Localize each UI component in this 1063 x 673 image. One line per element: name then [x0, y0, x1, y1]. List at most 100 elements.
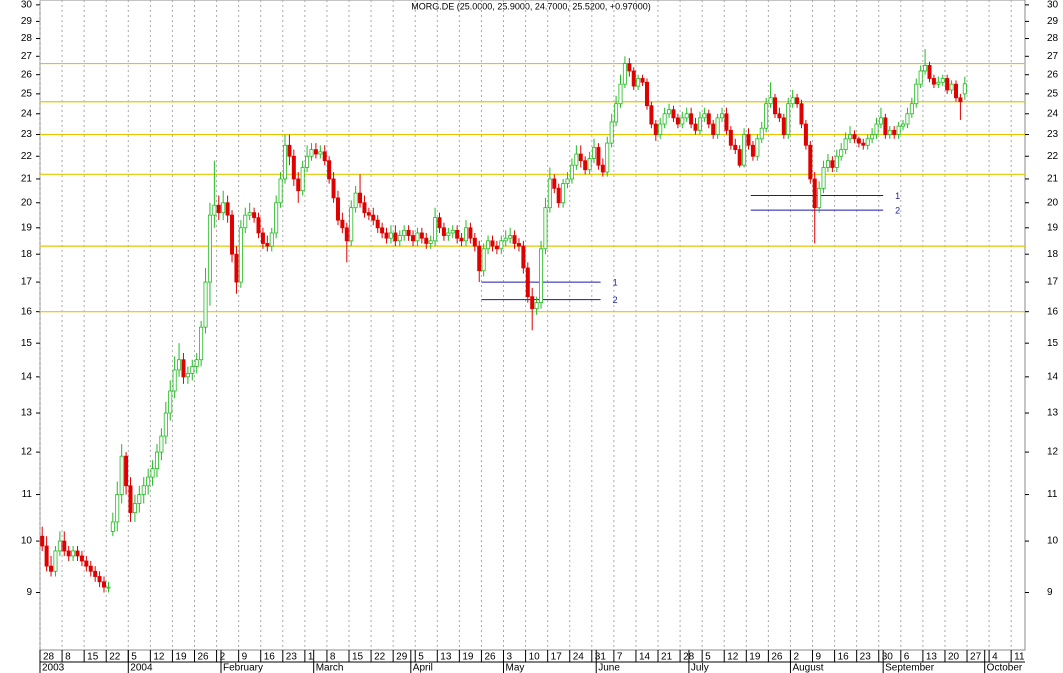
candle-body: [592, 147, 597, 159]
candle-body: [839, 149, 844, 157]
candle-body: [543, 207, 548, 250]
y-tick-label: 15: [21, 338, 33, 349]
y-tick-label-right: 16: [1047, 306, 1059, 317]
candle-body: [901, 123, 906, 127]
candle-body: [397, 235, 402, 242]
candle-body: [468, 227, 473, 239]
month-label: July: [691, 663, 709, 673]
candle-body: [927, 65, 932, 79]
x-tick-label: 16: [264, 652, 276, 663]
x-tick-label: 9: [816, 652, 822, 663]
candle-body: [773, 97, 778, 115]
candle-body: [499, 240, 504, 250]
candle-body: [371, 214, 376, 221]
candle-body: [362, 202, 367, 214]
candle-body: [578, 153, 583, 162]
x-tick-label: 19: [175, 652, 187, 663]
x-tick-label: 4: [992, 652, 998, 663]
candle-body: [177, 359, 182, 371]
candle-body: [614, 103, 619, 123]
candle-body: [830, 160, 835, 168]
candle-body: [437, 217, 442, 229]
target-label: 1: [895, 191, 900, 201]
candle-body: [260, 232, 265, 244]
y-tick-label: 19: [21, 222, 33, 233]
y-tick-label-right: 13: [1047, 408, 1059, 419]
candle-body: [97, 576, 102, 583]
month-label: 2003: [42, 663, 65, 673]
candle-body: [728, 129, 733, 146]
x-tick-label: 2: [793, 652, 799, 663]
candle-body: [366, 212, 371, 216]
candle-body: [618, 83, 623, 105]
candle-body: [185, 372, 190, 378]
x-tick-label: 26: [771, 652, 783, 663]
x-tick-label: 28: [43, 652, 55, 663]
candle-body: [914, 83, 919, 105]
candle-body: [949, 83, 954, 91]
candle-body: [75, 550, 80, 557]
candle-body: [225, 202, 230, 216]
candle-body: [636, 78, 641, 87]
y-tick-label: 28: [21, 33, 33, 44]
candle-body: [905, 113, 910, 125]
x-tick-label: 17: [551, 652, 563, 663]
candle-body: [945, 78, 950, 91]
y-tick-label: 11: [22, 489, 33, 500]
candle-body: [238, 227, 243, 283]
candle-body: [203, 281, 208, 328]
candle-body: [583, 160, 588, 171]
y-tick-label: 26: [21, 69, 33, 80]
candle-body: [508, 235, 513, 239]
y-tick-label-right: 19: [1047, 222, 1059, 233]
candle-body: [384, 232, 389, 239]
candle-body: [291, 155, 296, 180]
x-tick-label: 12: [153, 652, 165, 663]
candle-body: [525, 267, 530, 298]
candle-body: [825, 160, 830, 168]
candle-body: [768, 97, 773, 105]
candle-body: [402, 229, 407, 236]
candle-body: [62, 540, 67, 552]
candle-body: [870, 134, 875, 140]
y-tick-label: 17: [21, 277, 33, 288]
candle-body: [865, 138, 870, 146]
candle-body: [411, 235, 416, 242]
candle-body: [724, 113, 729, 131]
candle-body: [795, 97, 800, 105]
y-tick-label: 29: [21, 16, 33, 27]
candle-body: [750, 144, 755, 157]
candle-body: [393, 232, 398, 242]
month-label: June: [598, 663, 620, 673]
candle-body: [305, 155, 310, 168]
candle-body: [124, 455, 129, 487]
y-tick-label-right: 27: [1047, 51, 1059, 62]
candle-body: [693, 123, 698, 131]
candle-body: [706, 113, 711, 125]
y-tick-label-right: 18: [1047, 249, 1059, 260]
candle-body: [521, 245, 526, 269]
candle-body: [424, 237, 429, 244]
candle-body: [481, 248, 486, 272]
candle-body: [331, 178, 336, 199]
candle-body: [790, 97, 795, 105]
candle-body: [821, 167, 826, 189]
candle-body: [569, 164, 574, 180]
candle-body: [446, 232, 451, 236]
y-tick-label-right: 17: [1047, 277, 1059, 288]
candle-body: [662, 113, 667, 125]
x-tick-label: 6: [904, 652, 910, 663]
x-tick-label: 13: [440, 652, 452, 663]
candle-body: [817, 187, 822, 209]
y-tick-label-right: 12: [1047, 447, 1059, 458]
y-tick-label-right: 30: [1047, 0, 1059, 10]
y-tick-label: 20: [21, 197, 33, 208]
x-tick-label: 15: [87, 652, 99, 663]
x-tick-label: 12: [727, 652, 739, 663]
x-tick-label: 19: [462, 652, 474, 663]
candle-body: [600, 164, 605, 173]
y-tick-label: 16: [21, 306, 33, 317]
y-tick-label: 13: [21, 408, 33, 419]
candle-body: [419, 232, 424, 239]
target-label: 2: [895, 206, 900, 216]
